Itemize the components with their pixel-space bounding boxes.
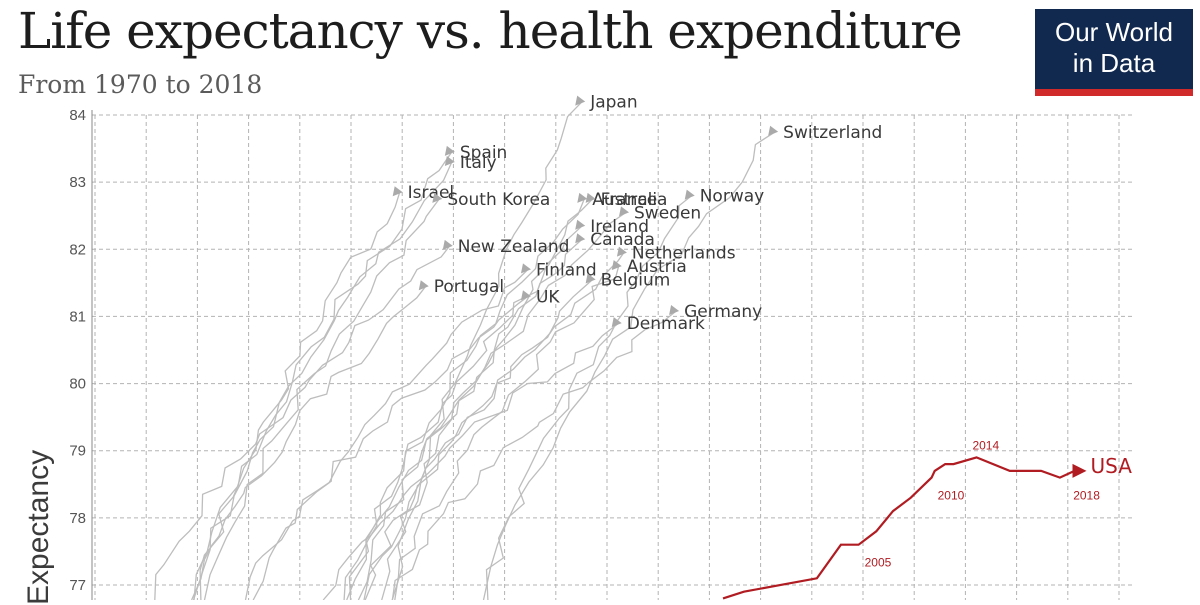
country-label[interactable]: Spain <box>460 143 508 163</box>
usa-line <box>722 456 1075 600</box>
owid-logo[interactable]: Our World in Data <box>1035 9 1193 96</box>
country-arrowhead <box>575 95 586 106</box>
chart-subtitle: From 1970 to 2018 <box>18 70 263 99</box>
country-trajectory <box>346 211 627 600</box>
usa-year-label: 2010 <box>938 489 965 503</box>
country-label[interactable]: Japan <box>589 93 637 113</box>
country-label[interactable]: Finland <box>536 260 597 280</box>
country-arrowhead <box>575 219 586 230</box>
country-trajectory <box>203 198 440 600</box>
country-trajectory <box>391 310 677 600</box>
country-arrowhead <box>619 206 630 217</box>
y-tick-label: 83 <box>69 174 86 191</box>
country-arrowhead <box>520 263 531 274</box>
country-label[interactable]: Norway <box>700 187 765 207</box>
usa-year-label: 2005 <box>865 556 892 570</box>
country-trajectory <box>394 265 620 600</box>
country-label[interactable]: Canada <box>590 230 655 250</box>
usa-year-label: 2014 <box>972 438 999 452</box>
usa-label[interactable]: USA <box>1091 454 1133 478</box>
y-tick-label: 77 <box>69 577 86 594</box>
country-label[interactable]: Denmark <box>627 314 705 334</box>
country-trajectory <box>193 151 453 600</box>
country-trajectory <box>482 131 776 600</box>
country-trajectory <box>244 295 529 600</box>
country-arrowhead <box>520 290 531 301</box>
usa-arrowhead <box>1072 463 1087 478</box>
country-arrowhead <box>575 233 586 244</box>
country-label[interactable]: France <box>601 190 658 210</box>
y-tick-label: 81 <box>69 308 86 325</box>
y-tick-label: 82 <box>69 241 86 258</box>
country-arrowhead <box>768 125 779 136</box>
country-trajectory <box>199 192 401 600</box>
country-label[interactable]: UK <box>536 287 560 307</box>
country-arrowhead <box>669 305 680 316</box>
country-trajectory <box>364 279 594 600</box>
y-tick-label: 80 <box>69 376 86 393</box>
country-trajectory <box>322 322 620 600</box>
country-label[interactable]: Belgium <box>601 271 671 291</box>
logo-line-2: in Data <box>1072 48 1156 78</box>
country-label[interactable]: Germany <box>684 302 762 322</box>
usa-year-label: 2018 <box>1073 489 1100 503</box>
country-arrowhead <box>442 239 453 250</box>
country-arrowhead <box>616 246 627 257</box>
country-label[interactable]: Ireland <box>590 217 649 237</box>
y-tick-label: 84 <box>69 107 86 124</box>
country-trajectory <box>343 225 583 600</box>
country-trajectory <box>192 161 453 600</box>
y-tick-label: 79 <box>69 443 86 460</box>
y-tick-label: 78 <box>69 510 86 527</box>
country-arrowhead <box>611 260 622 271</box>
country-trajectory <box>348 198 585 600</box>
country-trajectory <box>391 101 583 600</box>
country-arrowhead <box>392 186 403 197</box>
country-label[interactable]: Australia <box>592 190 667 210</box>
country-label[interactable]: South Korea <box>447 190 550 210</box>
country-trajectory <box>363 252 625 600</box>
country-label[interactable]: Italy <box>460 153 497 173</box>
country-trajectory <box>154 245 451 600</box>
logo-line-1: Our World <box>1055 17 1173 47</box>
country-label[interactable]: New Zealand <box>458 237 570 257</box>
country-label[interactable]: Israel <box>408 183 454 203</box>
country-label[interactable]: Sweden <box>634 203 701 223</box>
country-arrowhead <box>585 192 596 203</box>
chart-title: Life expectancy vs. health expenditure <box>18 2 963 60</box>
country-label[interactable]: Portugal <box>434 277 504 297</box>
country-arrowhead <box>577 192 588 203</box>
country-arrowhead <box>684 189 695 200</box>
logo-accent-bar <box>1035 89 1193 96</box>
country-label[interactable]: Austria <box>627 257 687 277</box>
country-trajectory <box>191 285 427 600</box>
country-trajectory <box>357 238 583 600</box>
country-arrowhead <box>611 317 622 328</box>
country-arrowhead <box>585 273 596 284</box>
country-label[interactable]: Netherlands <box>632 244 736 264</box>
country-trajectory <box>485 195 693 600</box>
country-arrowhead <box>432 192 443 203</box>
country-label[interactable]: Switzerland <box>783 123 882 143</box>
country-arrowhead <box>444 145 455 156</box>
country-arrowhead <box>444 156 455 166</box>
country-arrowhead <box>418 280 429 291</box>
